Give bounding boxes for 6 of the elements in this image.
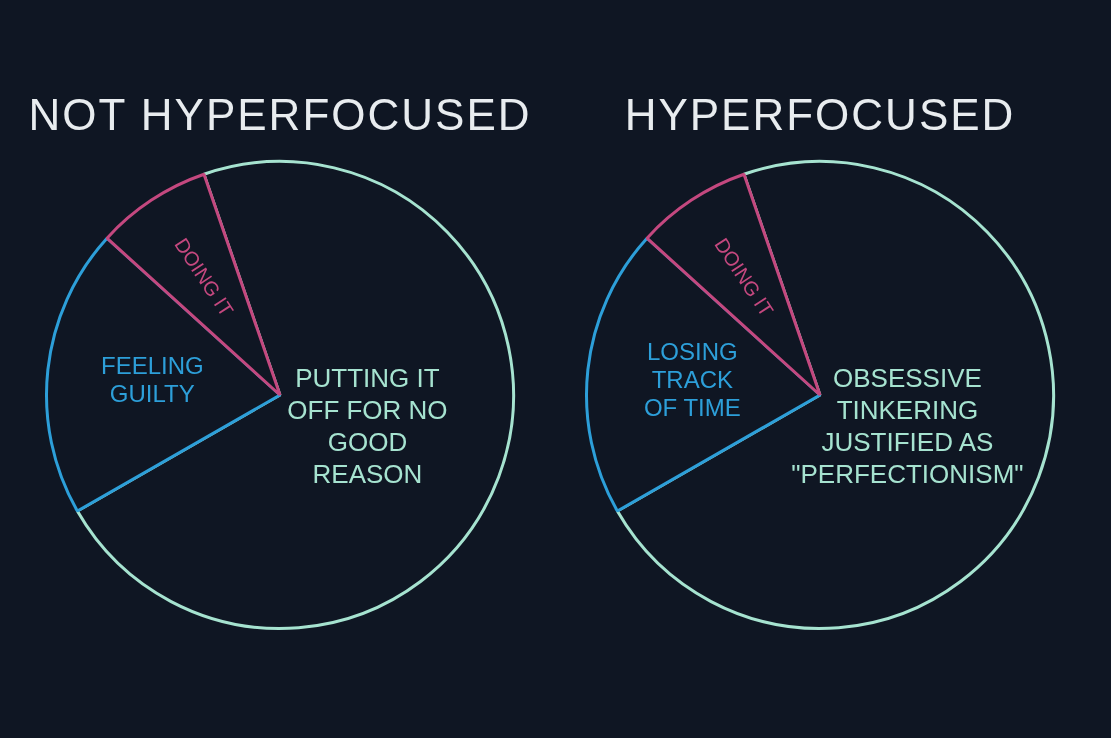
slice-label: OBSESSIVE TINKERING JUSTIFIED AS "PERFECTIONISM" <box>791 363 1024 490</box>
slice-label: FEELING GUILTY <box>100 351 204 407</box>
slice-label: LOSING TRACK OF TIME <box>643 337 741 421</box>
chart-title: NOT HYPERFOCUSED <box>27 90 533 141</box>
slice-label: PUTTING IT OFF FOR NO GOOD REASON <box>287 363 448 490</box>
chart-title: HYPERFOCUSED <box>623 90 1017 141</box>
